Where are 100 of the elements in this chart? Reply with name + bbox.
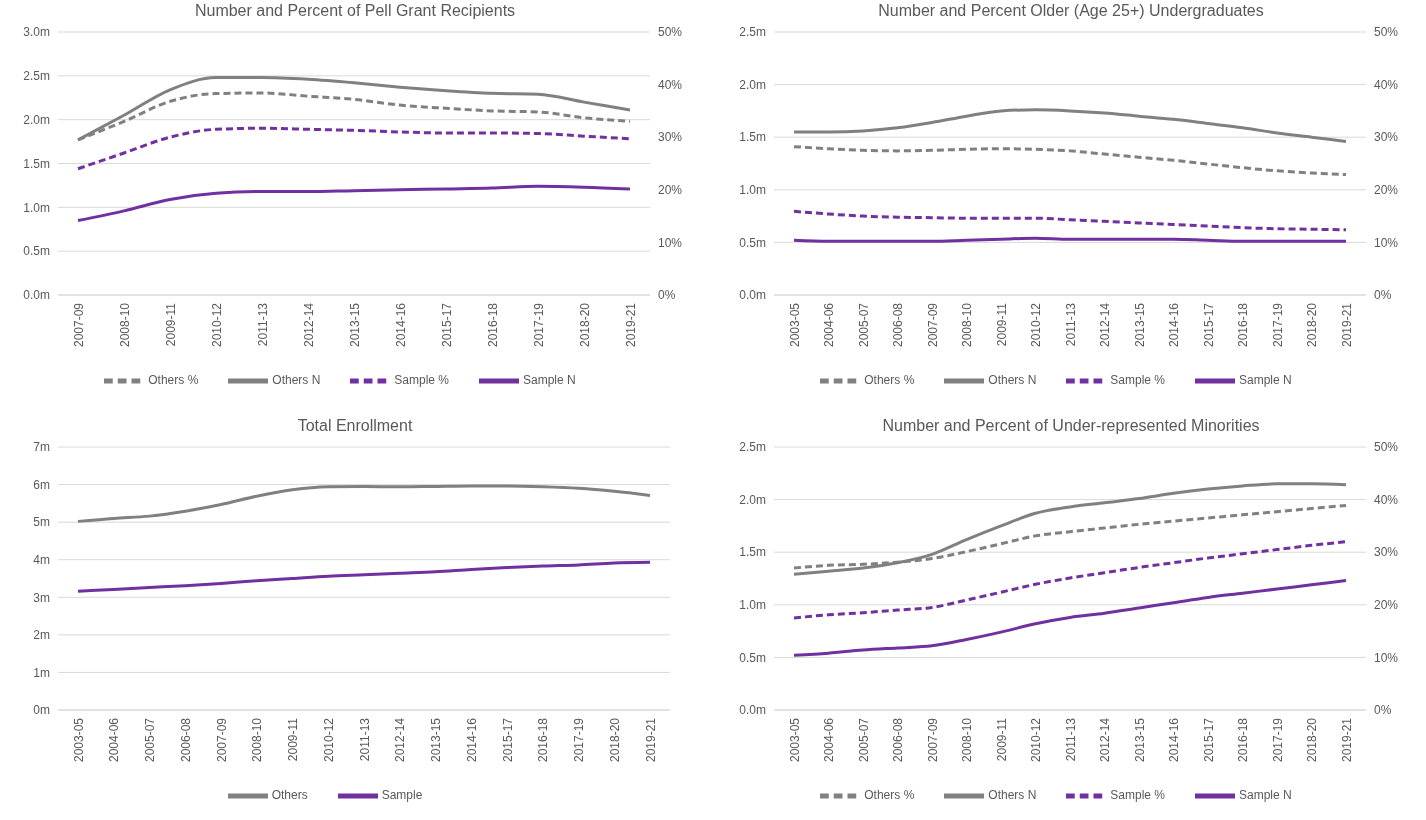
x-tick-label: 2003-05 (71, 717, 86, 763)
y2-tick-label: 10% (658, 235, 683, 250)
chart-title: Total Enrollment (296, 416, 414, 436)
y2-tick-label: 50% (1374, 25, 1399, 40)
x-tick-label: 2010-12 (209, 302, 224, 348)
y-tick-label: 3.0m (23, 25, 50, 40)
x-tick-label: 2015-17 (1201, 717, 1216, 763)
y-tick-label: 2.0m (739, 77, 766, 92)
y-tick-label: 0.0m (23, 288, 50, 303)
legend-label: Others % (864, 788, 915, 803)
x-tick-label: 2008-10 (960, 717, 975, 763)
y-tick-label: 1.5m (739, 545, 766, 560)
line-series (792, 579, 1348, 657)
x-tick-label: 2004-06 (822, 302, 837, 348)
legend-label: Others % (864, 373, 915, 388)
x-tick-label: 2012-14 (1098, 302, 1113, 348)
y2-tick-label: 40% (658, 77, 683, 92)
y2-tick-label: 20% (1374, 183, 1399, 198)
x-tick-label: 2014-16 (1167, 717, 1182, 763)
legend-label: Others N (988, 788, 1037, 803)
y2-tick-label: 10% (1374, 235, 1399, 250)
chart-title: Number and Percent of Under-represented Minorities (881, 416, 1261, 436)
x-tick-label: 2009-11 (994, 717, 1009, 762)
y-tick-label: 0.5m (739, 650, 766, 665)
x-tick-label: 2019-21 (643, 717, 658, 763)
y2-tick-label: 20% (1374, 598, 1399, 613)
y-tick-label: 1.0m (23, 200, 50, 215)
x-tick-label: 2011-13 (357, 717, 372, 762)
x-tick-label: 2016-18 (485, 302, 500, 348)
chart-title: Number and Percent of Pell Grant Recipients (193, 1, 517, 21)
y-tick-label: 5m (33, 515, 50, 530)
line-series (76, 560, 652, 593)
x-tick-label: 2013-15 (429, 717, 444, 763)
line-series (792, 540, 1348, 620)
legend-label: Sample % (394, 373, 450, 388)
x-tick-label: 2010-12 (1029, 302, 1044, 348)
y-tick-label: 0.0m (739, 703, 766, 718)
y-tick-label: 2.0m (739, 492, 766, 507)
y-tick-label: 1.5m (23, 156, 50, 171)
chart-title: Number and Percent Older (Age 25+) Undergraduates (877, 1, 1265, 21)
x-tick-label: 2011-13 (255, 302, 270, 347)
x-tick-label: 2006-08 (891, 717, 906, 763)
x-tick-label: 2004-06 (107, 717, 122, 763)
x-tick-label: 2017-19 (572, 717, 587, 763)
line-series (792, 108, 1348, 143)
y-tick-label: 1.5m (739, 130, 766, 145)
x-tick-label: 2008-10 (960, 302, 975, 348)
x-tick-label: 2009-11 (163, 302, 178, 347)
x-tick-label: 2003-05 (787, 717, 802, 763)
x-tick-label: 2005-07 (856, 717, 871, 763)
x-tick-label: 2005-07 (856, 302, 871, 348)
legend-label: Sample (381, 788, 423, 803)
y-tick-label: 0m (33, 703, 50, 718)
line-series (76, 484, 652, 523)
line-series (792, 209, 1348, 232)
x-tick-label: 2015-17 (1201, 302, 1216, 348)
x-tick-label: 2012-14 (1098, 717, 1113, 763)
y-tick-label: 2m (33, 628, 50, 643)
x-tick-label: 2006-08 (891, 302, 906, 348)
x-tick-label: 2016-18 (1236, 717, 1251, 763)
legend-label: Others N (988, 373, 1037, 388)
y2-tick-label: 50% (1374, 440, 1399, 455)
y2-tick-label: 0% (1374, 703, 1392, 718)
legend-label: Sample N (1239, 788, 1292, 803)
x-tick-label: 2017-19 (531, 302, 546, 348)
x-tick-label: 2007-09 (214, 717, 229, 763)
x-tick-label: 2019-21 (1339, 302, 1354, 348)
y-tick-label: 2.5m (23, 69, 50, 84)
y-tick-label: 1.0m (739, 598, 766, 613)
x-tick-label: 2010-12 (321, 717, 336, 763)
x-tick-label: 2016-18 (536, 717, 551, 763)
y2-tick-label: 40% (1374, 492, 1399, 507)
x-tick-label: 2018-20 (607, 717, 622, 763)
x-tick-label: 2014-16 (393, 302, 408, 348)
x-tick-label: 2005-07 (143, 717, 158, 763)
x-tick-label: 2004-06 (822, 717, 837, 763)
x-tick-label: 2014-16 (1167, 302, 1182, 348)
x-tick-label: 2015-17 (439, 302, 454, 348)
x-tick-label: 2019-21 (623, 302, 638, 348)
y-tick-label: 2.5m (739, 25, 766, 40)
x-tick-label: 2016-18 (1236, 302, 1251, 348)
legend-label: Others N (272, 373, 321, 388)
line-series (76, 126, 632, 171)
y-tick-label: 4m (33, 552, 50, 567)
y-tick-label: 3m (33, 590, 50, 605)
x-tick-label: 2018-20 (1305, 302, 1320, 348)
y-tick-label: 0.0m (739, 288, 766, 303)
x-tick-label: 2011-13 (1063, 302, 1078, 347)
legend-label: Others (271, 788, 308, 803)
x-tick-label: 2009-11 (994, 302, 1009, 347)
y2-tick-label: 30% (1374, 545, 1399, 560)
x-tick-label: 2006-08 (178, 717, 193, 763)
line-series (792, 482, 1348, 576)
y2-tick-label: 0% (658, 288, 676, 303)
x-tick-label: 2018-20 (1305, 717, 1320, 763)
x-tick-label: 2015-17 (500, 717, 515, 763)
y2-tick-label: 50% (658, 25, 683, 40)
x-tick-label: 2007-09 (925, 717, 940, 763)
y-tick-label: 7m (33, 440, 50, 455)
y-tick-label: 0.5m (23, 244, 50, 259)
